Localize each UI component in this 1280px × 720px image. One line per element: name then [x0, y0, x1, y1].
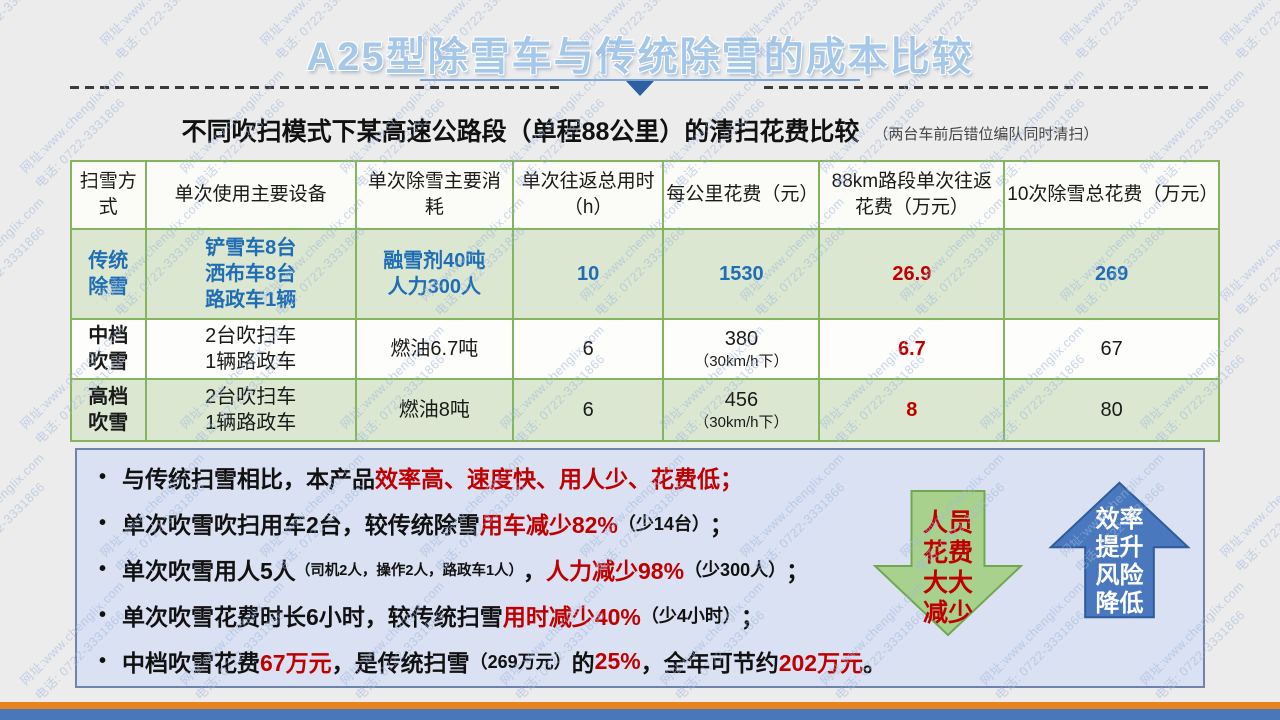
table-header-row: 扫雪方式 单次使用主要设备 单次除雪主要消耗 单次往返总用时（h） 每公里花费（…: [70, 160, 1220, 230]
table-cell: 80: [1003, 378, 1220, 442]
column-header-method: 扫雪方式: [70, 160, 147, 230]
down-arrow-line: 减少: [922, 599, 973, 627]
column-header-cost-per-km: 每公里花费（元）: [662, 160, 821, 230]
table-cell: 8: [818, 378, 1006, 442]
column-header-duration: 单次往返总用时（h）: [511, 160, 665, 230]
table-caption: 不同吹扫模式下某高速公路段（单程88公里）的清扫花费比较: [181, 118, 860, 146]
up-arrow-icon: [1048, 480, 1191, 620]
table-cell: 269: [1003, 228, 1220, 320]
table-cell: 380 （30km/h下）: [662, 318, 821, 380]
cost-comparison-table: 扫雪方式 单次使用主要设备 单次除雪主要消耗 单次往返总用时（h） 每公里花费（…: [70, 160, 1220, 442]
table-row: 传统 除雪 铲雪车8台 洒布车8台 路政车1辆 融雪剂40吨 人力300人 10 1530 26.…: [70, 228, 1220, 320]
table-cell: 1530: [662, 228, 821, 320]
down-arrow-label: 人员 花费 大大 减少: [872, 488, 1024, 638]
table-cell: 中档 吹雪: [70, 318, 147, 380]
cost-decrease-arrow: 人员 花费 大大 减少: [872, 488, 1024, 638]
dashed-divider-left: [70, 86, 562, 89]
table-cell: 2台吹扫车 1辆路政车: [144, 378, 357, 442]
table-cell: 456 （30km/h下）: [662, 378, 821, 442]
down-arrow-icon: [872, 488, 1024, 638]
column-header-total-cost: 10次除雪总花费（万元）: [1003, 160, 1220, 230]
summary-bullet-list: 与传统扫雪相比，本产品效率高、速度快、用人少、花费低；单次吹雪吹扫用车2台，较传…: [77, 450, 1203, 684]
table-cell: 26.9: [818, 228, 1006, 320]
table-row: 高档 吹雪 2台吹扫车 1辆路政车 燃油8吨 6 456 （30km/h下） 8 80: [70, 378, 1220, 442]
table-cell: 高档 吹雪: [70, 378, 147, 442]
up-arrow-line: 效率: [1095, 506, 1144, 533]
down-arrow-line: 大大: [922, 569, 973, 597]
page-title: A25型除雪车与传统除雪的成本比较: [306, 35, 974, 79]
efficiency-increase-arrow: 效率 提升 风险 降低: [1048, 480, 1191, 620]
table-cell: 6: [511, 318, 665, 380]
table-cell: 67: [1003, 318, 1220, 380]
table-cell: 6.7: [818, 318, 1006, 380]
table-caption-note: （两台车前后错位编队同时清扫）: [873, 126, 1099, 143]
summary-bullet: 单次吹雪用人5人（司机2人，操作2人，路政车1人），人力减少98%（少300人）…: [99, 546, 1203, 592]
column-header-equipment: 单次使用主要设备: [144, 160, 357, 230]
up-arrow-line: 提升: [1095, 534, 1144, 561]
table-row: 中档 吹雪 2台吹扫车 1辆路政车 燃油6.7吨 6 380 （30km/h下） 6.7 67: [70, 318, 1220, 380]
up-arrow-line: 风险: [1095, 562, 1144, 589]
up-arrow-line: 降低: [1095, 590, 1144, 617]
down-arrow-line: 花费: [922, 539, 973, 567]
table-cell: 燃油6.7吨: [354, 318, 514, 380]
column-header-roundtrip-cost: 88km路段单次往返花费（万元）: [818, 160, 1006, 230]
table-cell: 融雪剂40吨 人力300人: [354, 228, 514, 320]
bottom-orange-stripe: [0, 702, 1280, 709]
subtitle-row: 不同吹扫模式下某高速公路段（单程88公里）的清扫花费比较 （两台车前后错位编队同…: [0, 112, 1280, 148]
table-cell: 铲雪车8台 洒布车8台 路政车1辆: [144, 228, 357, 320]
dashed-divider-right: [764, 86, 1210, 89]
table-cell: 传统 除雪: [70, 228, 147, 320]
summary-panel: 与传统扫雪相比，本产品效率高、速度快、用人少、花费低；单次吹雪吹扫用车2台，较传…: [75, 448, 1205, 688]
table-cell: 10: [511, 228, 665, 320]
table-cell: 6: [511, 378, 665, 442]
down-arrow-line: 人员: [922, 509, 973, 537]
title-underline: [420, 79, 860, 81]
column-header-consumption: 单次除雪主要消耗: [354, 160, 514, 230]
table-cell: 燃油8吨: [354, 378, 514, 442]
up-arrow-label: 效率 提升 风险 降低: [1048, 480, 1191, 620]
bottom-blue-bar: [0, 709, 1280, 720]
table-cell: 2台吹扫车 1辆路政车: [144, 318, 357, 380]
triangle-down-icon: [626, 81, 654, 96]
